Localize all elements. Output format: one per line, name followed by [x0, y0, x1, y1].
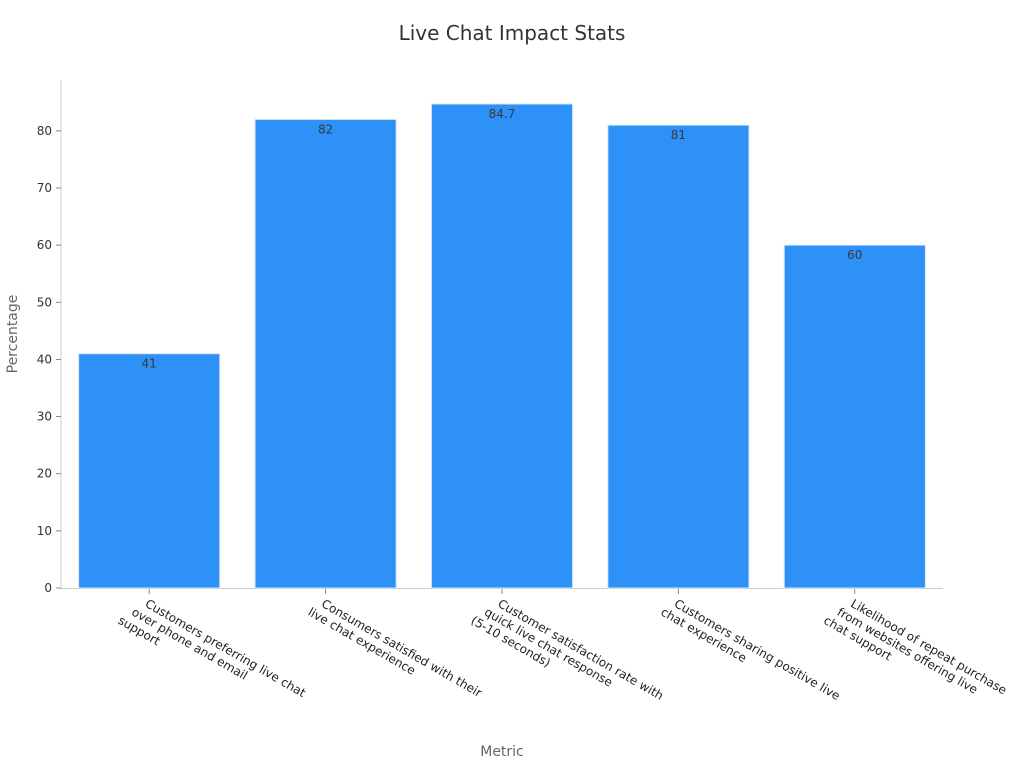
svg-text:Likelihood of repeat purchasef: Likelihood of repeat purchasefrom websit…: [821, 589, 1009, 722]
bar[interactable]: [430, 103, 574, 589]
svg-text:Customers preferring live chat: Customers preferring live chatover phone…: [116, 589, 309, 724]
x-axis: [61, 588, 943, 594]
bar[interactable]: [607, 124, 750, 589]
bar[interactable]: [254, 118, 397, 589]
bar[interactable]: [783, 244, 926, 589]
category-label: Customers sharing positive livechat expe…: [658, 593, 842, 715]
svg-text:Customer satisfaction rate wit: Customer satisfaction rate withquick liv…: [469, 589, 666, 727]
y-tick-label: 40: [37, 352, 52, 366]
bar-value-label: 84.7: [489, 107, 516, 121]
y-tick-label: 30: [37, 410, 52, 424]
y-axis-title: Percentage: [5, 295, 21, 374]
bar-value-label: 60: [847, 248, 862, 262]
y-tick-label: 10: [37, 524, 52, 538]
category-label: Customer satisfaction rate withquick liv…: [469, 589, 666, 727]
data-labels: 41 82 84.7 81 60: [142, 107, 863, 371]
y-tick-label: 50: [37, 295, 52, 309]
category-label: Customers preferring live chatover phone…: [116, 589, 309, 724]
category-labels: Customers preferring live chatover phone…: [116, 589, 1009, 727]
y-axis: 0 10 20 30 40 50 60 70 80: [37, 80, 62, 595]
y-tick-label: 0: [44, 581, 52, 595]
bar-value-label: 82: [318, 122, 333, 136]
category-label: Consumers satisfied with theirlive chat …: [306, 593, 485, 712]
bars: [78, 103, 926, 589]
y-tick-label: 20: [37, 467, 52, 481]
bar-value-label: 81: [671, 128, 686, 142]
bar[interactable]: [78, 353, 221, 589]
x-axis-title: Metric: [480, 744, 524, 760]
svg-text:Customers sharing positive liv: Customers sharing positive livechat expe…: [658, 593, 842, 715]
chart-title: Live Chat Impact Stats: [399, 21, 626, 45]
category-label: Likelihood of repeat purchasefrom websit…: [821, 589, 1009, 722]
svg-text:Consumers satisfied with their: Consumers satisfied with theirlive chat …: [306, 593, 485, 712]
y-tick-label: 80: [37, 124, 52, 138]
y-tick-label: 70: [37, 181, 52, 195]
bar-value-label: 41: [142, 357, 157, 371]
y-tick-label: 60: [37, 238, 52, 252]
